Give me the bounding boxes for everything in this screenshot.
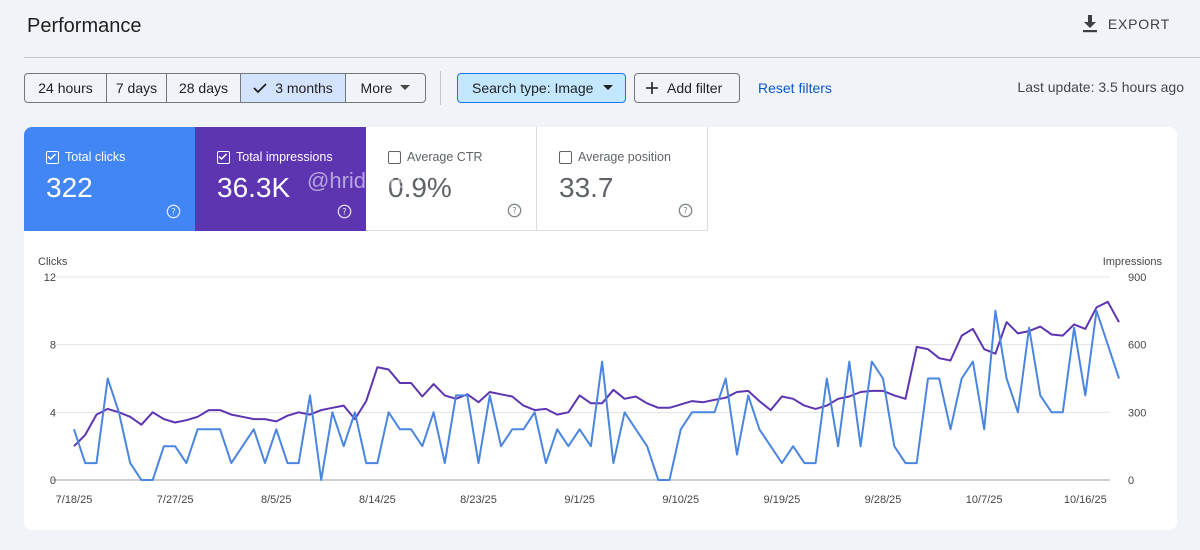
help-icon[interactable]: ? <box>166 204 181 219</box>
metric-total-impressions[interactable]: Total impressions 36.3K ? <box>195 127 366 231</box>
metric-label: Average position <box>578 150 671 164</box>
y-left-tick-label: 4 <box>50 407 56 419</box>
x-tick-label: 9/28/25 <box>865 494 902 506</box>
performance-card: Total clicks 322 ? Total impressions 36.… <box>24 127 1177 530</box>
caret-down-icon <box>603 85 614 90</box>
metric-value: 0.9% <box>388 172 452 203</box>
checkbox-checked-icon[interactable] <box>46 150 59 164</box>
range-label: 24 hours <box>38 80 93 96</box>
impressions-series-line <box>73 300 1120 447</box>
x-tick-label: 9/1/25 <box>564 494 595 506</box>
add-filter-button[interactable]: Add filter <box>634 73 740 103</box>
plus-icon <box>646 82 658 94</box>
check-icon <box>253 83 267 94</box>
metric-value: 322 <box>46 172 93 203</box>
caret-down-icon <box>400 85 411 90</box>
reset-filters-link[interactable]: Reset filters <box>758 80 832 96</box>
help-icon[interactable]: ? <box>337 204 352 219</box>
metric-label: Total clicks <box>65 150 126 164</box>
range-7-days[interactable]: 7 days <box>107 74 167 102</box>
export-label: EXPORT <box>1107 16 1170 32</box>
metric-average-ctr[interactable]: Average CTR 0.9% ? <box>366 127 537 231</box>
svg-text:?: ? <box>342 207 346 217</box>
add-filter-label: Add filter <box>667 80 723 96</box>
page-title: Performance <box>27 15 142 37</box>
range-24-hours[interactable]: 24 hours <box>25 74 107 102</box>
metric-label: Total impressions <box>236 150 333 164</box>
metric-value: 36.3K <box>217 172 291 203</box>
x-tick-label: 8/14/25 <box>359 494 396 506</box>
search-type-label: Search type: Image <box>472 80 594 96</box>
y-right-tick-label: 900 <box>1128 272 1146 284</box>
filter-separator <box>440 71 441 105</box>
filter-bar: 24 hours 7 days 28 days 3 months More Se… <box>24 71 1184 105</box>
y-right-tick-label: 300 <box>1128 407 1146 419</box>
range-more-dropdown[interactable]: More <box>346 74 425 102</box>
range-28-days[interactable]: 28 days <box>167 74 241 102</box>
header: Performance EXPORT <box>0 0 1200 58</box>
header-divider <box>24 57 1200 58</box>
y-left-axis-label: Clicks <box>38 256 68 268</box>
x-tick-label: 10/7/25 <box>966 494 1003 506</box>
y-left-tick-label: 12 <box>44 272 56 284</box>
x-tick-label: 8/23/25 <box>460 494 497 506</box>
range-label: 28 days <box>178 80 229 96</box>
watermark: @hridoyreh <box>307 168 422 193</box>
x-tick-label: 8/5/25 <box>261 494 292 506</box>
x-tick-label: 10/16/25 <box>1064 494 1107 506</box>
x-tick-label: 9/10/25 <box>662 494 699 506</box>
last-update-text: Last update: 3.5 hours ago <box>1017 79 1184 95</box>
metric-average-position[interactable]: Average position 33.7 ? <box>537 127 708 231</box>
checkbox-checked-icon[interactable] <box>217 150 230 164</box>
y-left-tick-label: 0 <box>50 475 56 487</box>
performance-chart: 12 900 8 600 4 300 0 0 Clicks Impressions 7/18/25 7… <box>38 256 1163 506</box>
range-label: More <box>360 80 393 96</box>
date-range-selector: 24 hours 7 days 28 days 3 months More <box>24 73 426 103</box>
x-tick-label: 7/27/25 <box>157 494 194 506</box>
y-left-tick-label: 8 <box>50 340 56 352</box>
svg-text:?: ? <box>512 206 516 216</box>
x-tick-label: 9/19/25 <box>764 494 801 506</box>
help-icon[interactable]: ? <box>507 203 522 218</box>
metric-total-clicks[interactable]: Total clicks 322 ? <box>24 127 195 231</box>
svg-text:?: ? <box>683 206 687 216</box>
y-right-tick-label: 600 <box>1128 340 1146 352</box>
metric-label: Average CTR <box>407 150 483 164</box>
y-right-axis-label: Impressions <box>1103 256 1163 268</box>
export-button[interactable]: EXPORT <box>1082 15 1170 33</box>
x-tick-label: 7/18/25 <box>56 494 93 506</box>
help-icon[interactable]: ? <box>678 203 693 218</box>
download-icon <box>1082 15 1097 33</box>
range-3-months[interactable]: 3 months <box>241 74 346 102</box>
clicks-series-line <box>73 309 1120 481</box>
metric-value: 33.7 <box>559 172 614 203</box>
range-label: 7 days <box>115 80 158 96</box>
checkbox-unchecked-icon[interactable] <box>388 150 401 164</box>
svg-text:?: ? <box>171 207 175 217</box>
y-right-tick-label: 0 <box>1128 475 1134 487</box>
checkbox-unchecked-icon[interactable] <box>559 150 572 164</box>
search-type-chip[interactable]: Search type: Image <box>457 73 626 103</box>
range-label: 3 months <box>275 80 333 96</box>
